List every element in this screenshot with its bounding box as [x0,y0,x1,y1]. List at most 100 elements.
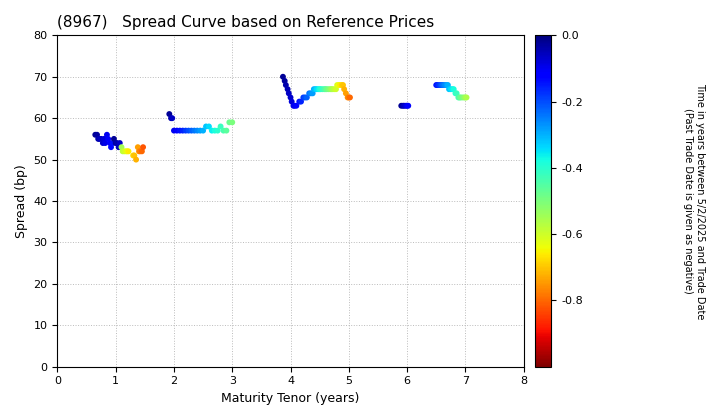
Point [227,119,238,126]
Point [441,81,452,88]
Point [333,81,345,88]
Point [91,131,103,138]
Point [283,90,294,97]
Point [99,140,111,147]
Point [461,94,472,101]
Point [398,102,410,109]
Point [401,102,413,109]
Point [138,144,149,150]
Point [454,94,465,101]
Point [453,94,464,101]
Point [450,90,462,97]
Point [220,127,232,134]
Point [120,148,132,155]
Point [320,86,331,92]
Point [317,86,328,92]
Point [130,156,142,163]
Point [288,102,300,109]
Point [215,123,226,130]
Point [94,136,105,142]
Point [455,94,467,101]
Point [451,90,462,97]
Point [311,86,323,92]
Point [133,148,145,155]
Point [279,78,290,84]
Point [295,98,307,105]
Point [183,127,194,134]
Point [224,119,235,126]
Point [436,81,448,88]
Point [318,86,330,92]
Point [200,123,212,130]
Point [97,140,109,147]
Point [447,86,459,92]
Point [312,86,324,92]
Point [448,86,459,92]
Point [166,115,178,121]
Point [113,144,125,150]
Point [129,152,140,159]
Point [294,98,305,105]
Point [297,94,309,101]
Point [127,152,139,159]
Point [315,86,327,92]
Point [277,74,289,80]
Point [445,86,456,92]
Text: (8967)   Spread Curve based on Reference Prices: (8967) Spread Curve based on Reference P… [58,15,435,30]
Point [400,102,412,109]
Point [282,86,293,92]
Point [310,86,321,92]
Point [285,94,297,101]
Point [110,140,122,147]
Point [402,102,414,109]
Point [280,81,292,88]
Point [108,136,120,142]
Point [338,86,350,92]
Point [459,94,470,101]
Point [177,127,189,134]
Point [337,81,348,88]
Point [305,90,317,97]
Point [174,127,186,134]
Point [92,136,104,142]
Point [114,140,125,147]
Point [180,127,192,134]
Point [136,148,148,155]
Point [98,136,109,142]
Point [102,131,113,138]
Point [325,86,336,92]
Point [334,81,346,88]
Point [323,86,334,92]
Point [186,127,197,134]
Point [289,102,300,109]
Point [303,90,315,97]
Y-axis label: Time in years between 5/2/2025 and Trade Date
(Past Trade Date is given as negat: Time in years between 5/2/2025 and Trade… [683,83,705,319]
Point [89,131,101,138]
Point [438,81,449,88]
Point [330,86,342,92]
Point [431,81,442,88]
Point [307,90,318,97]
Point [163,111,175,118]
Point [300,94,311,101]
Point [102,136,114,142]
Point [397,102,409,109]
Point [192,127,203,134]
Point [321,86,333,92]
X-axis label: Maturity Tenor (years): Maturity Tenor (years) [221,392,360,405]
Point [111,140,122,147]
Point [209,127,220,134]
Point [203,123,215,130]
Point [122,148,133,155]
Point [117,148,128,155]
Point [459,94,471,101]
Point [342,94,354,101]
Point [105,144,117,150]
Point [166,115,177,121]
Point [194,127,206,134]
Point [212,127,223,134]
Point [301,94,312,101]
Point [314,86,325,92]
Point [308,86,320,92]
Point [116,144,127,150]
